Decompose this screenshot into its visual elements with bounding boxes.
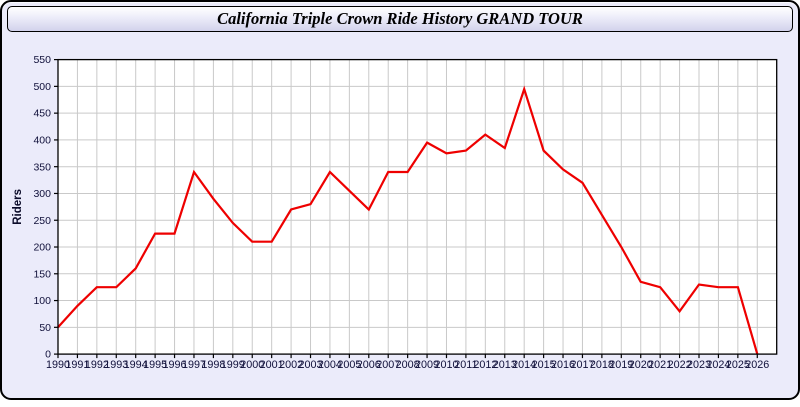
svg-text:2004: 2004 bbox=[318, 359, 342, 371]
svg-text:1995: 1995 bbox=[143, 359, 167, 371]
svg-text:2005: 2005 bbox=[337, 359, 361, 371]
svg-text:2018: 2018 bbox=[590, 359, 614, 371]
svg-text:2025: 2025 bbox=[726, 359, 750, 371]
svg-text:50: 50 bbox=[39, 322, 51, 334]
svg-text:500: 500 bbox=[33, 81, 51, 93]
plot-area bbox=[58, 59, 777, 355]
svg-text:2002: 2002 bbox=[279, 359, 303, 371]
svg-text:2015: 2015 bbox=[532, 359, 556, 371]
y-axis-labels: 0 50 100 150 200 250 300 350 400 450 500 550 bbox=[33, 54, 58, 361]
title-bar: California Triple Crown Ride History GRA… bbox=[7, 6, 793, 32]
svg-text:2000: 2000 bbox=[240, 359, 264, 371]
svg-text:2022: 2022 bbox=[668, 359, 692, 371]
svg-text:2026: 2026 bbox=[745, 359, 769, 371]
svg-text:2001: 2001 bbox=[260, 359, 284, 371]
svg-text:2003: 2003 bbox=[299, 359, 323, 371]
svg-text:2010: 2010 bbox=[434, 359, 458, 371]
svg-text:1997: 1997 bbox=[182, 359, 206, 371]
svg-text:2013: 2013 bbox=[493, 359, 517, 371]
svg-text:1990: 1990 bbox=[46, 359, 70, 371]
svg-text:1994: 1994 bbox=[124, 359, 148, 371]
chart-title: California Triple Crown Ride History GRA… bbox=[217, 9, 583, 28]
svg-text:2006: 2006 bbox=[357, 359, 381, 371]
svg-text:2008: 2008 bbox=[396, 359, 420, 371]
svg-text:1998: 1998 bbox=[201, 359, 225, 371]
svg-text:350: 350 bbox=[33, 161, 51, 173]
svg-text:300: 300 bbox=[33, 188, 51, 200]
plot-frame bbox=[57, 58, 778, 355]
y-axis-title: Riders bbox=[12, 189, 24, 225]
svg-text:2017: 2017 bbox=[570, 359, 594, 371]
x-axis-labels: 1990199119921993199419951996199719981999… bbox=[46, 354, 769, 371]
svg-text:200: 200 bbox=[33, 242, 51, 254]
svg-text:2012: 2012 bbox=[473, 359, 497, 371]
svg-text:0: 0 bbox=[45, 349, 51, 361]
svg-text:2019: 2019 bbox=[609, 359, 633, 371]
svg-text:550: 550 bbox=[33, 54, 51, 66]
svg-text:250: 250 bbox=[33, 215, 51, 227]
svg-text:2016: 2016 bbox=[551, 359, 575, 371]
svg-text:2014: 2014 bbox=[512, 359, 536, 371]
svg-text:1993: 1993 bbox=[104, 359, 128, 371]
svg-text:2009: 2009 bbox=[415, 359, 439, 371]
svg-text:2007: 2007 bbox=[376, 359, 400, 371]
svg-text:1999: 1999 bbox=[221, 359, 245, 371]
svg-text:450: 450 bbox=[33, 108, 51, 120]
svg-text:2021: 2021 bbox=[648, 359, 672, 371]
gridlines bbox=[58, 59, 777, 355]
svg-text:2011: 2011 bbox=[454, 359, 477, 371]
svg-text:2020: 2020 bbox=[629, 359, 653, 371]
svg-text:400: 400 bbox=[33, 135, 51, 147]
svg-text:150: 150 bbox=[33, 268, 51, 280]
svg-text:2023: 2023 bbox=[687, 359, 711, 371]
riders-line bbox=[57, 85, 759, 355]
svg-text:2024: 2024 bbox=[706, 359, 730, 371]
svg-text:1996: 1996 bbox=[163, 359, 187, 371]
svg-text:100: 100 bbox=[33, 295, 51, 307]
svg-text:1991: 1991 bbox=[65, 359, 89, 371]
svg-text:1992: 1992 bbox=[85, 359, 109, 371]
